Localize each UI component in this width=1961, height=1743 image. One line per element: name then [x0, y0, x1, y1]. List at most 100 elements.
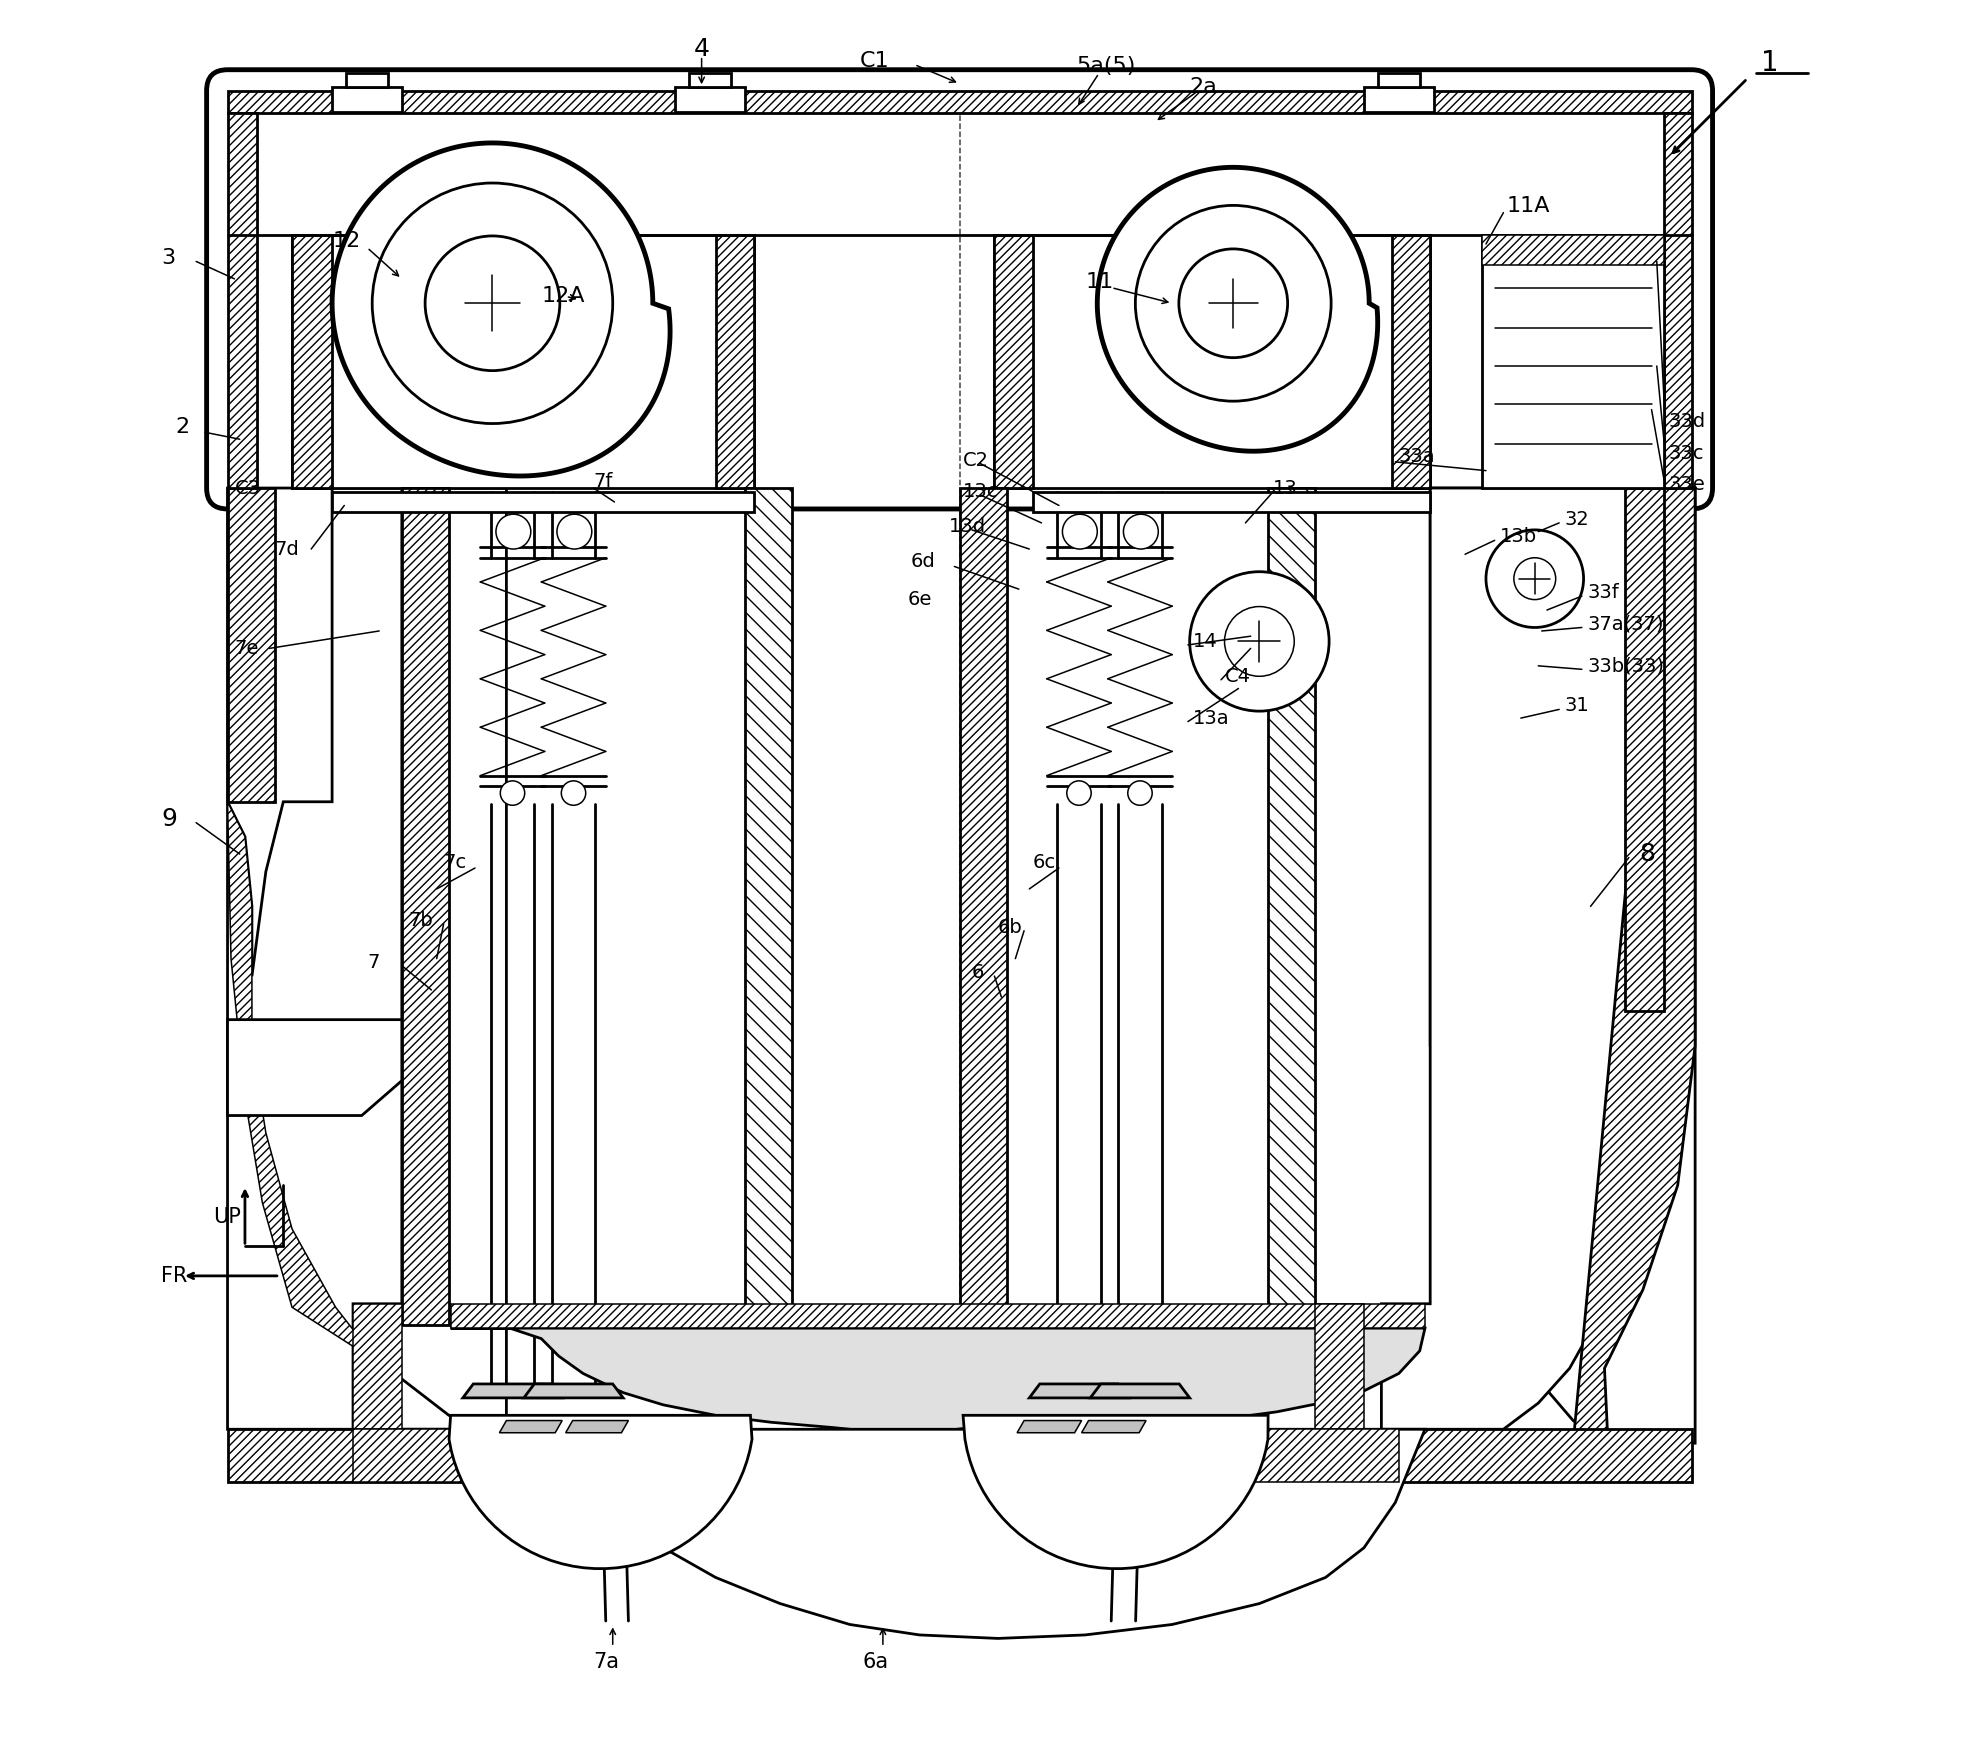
Text: 7d: 7d	[275, 540, 300, 558]
Polygon shape	[963, 1415, 1269, 1569]
Polygon shape	[1483, 235, 1663, 265]
Text: 33d: 33d	[1669, 413, 1706, 431]
Polygon shape	[227, 91, 1692, 113]
Polygon shape	[1430, 488, 1694, 1443]
Text: 7e: 7e	[235, 640, 259, 657]
Text: 13d: 13d	[949, 518, 986, 535]
Polygon shape	[1573, 488, 1694, 1443]
Polygon shape	[500, 1421, 563, 1433]
Text: 13a: 13a	[1192, 709, 1230, 727]
Text: 6e: 6e	[908, 591, 931, 608]
Polygon shape	[1663, 113, 1692, 488]
Polygon shape	[1030, 1384, 1130, 1398]
Circle shape	[426, 235, 559, 371]
Text: 6d: 6d	[910, 553, 935, 570]
Text: C3: C3	[235, 479, 261, 497]
Polygon shape	[227, 488, 275, 802]
Text: C1: C1	[861, 51, 890, 71]
Text: 9: 9	[161, 807, 176, 831]
Circle shape	[496, 514, 531, 549]
Bar	[1365, 87, 1433, 112]
Polygon shape	[1316, 1304, 1365, 1429]
Text: 8: 8	[1639, 842, 1655, 866]
Polygon shape	[1392, 235, 1430, 488]
Polygon shape	[227, 1429, 1692, 1482]
Polygon shape	[1018, 1421, 1082, 1433]
Polygon shape	[227, 1020, 402, 1116]
Bar	[292, 235, 753, 488]
Circle shape	[1067, 781, 1090, 805]
Polygon shape	[449, 1415, 751, 1569]
Bar	[1483, 235, 1663, 488]
Text: 33f: 33f	[1586, 584, 1620, 601]
Polygon shape	[1082, 1421, 1145, 1433]
Text: 3: 3	[161, 248, 175, 268]
Circle shape	[1190, 572, 1330, 711]
Text: 6c: 6c	[1033, 854, 1055, 872]
Circle shape	[561, 781, 586, 805]
Polygon shape	[745, 488, 792, 1325]
Polygon shape	[565, 1421, 628, 1433]
Bar	[994, 235, 1430, 488]
Polygon shape	[451, 1304, 1426, 1328]
Bar	[331, 87, 402, 112]
Text: 11: 11	[1084, 272, 1114, 293]
Circle shape	[1514, 558, 1555, 600]
Circle shape	[1179, 249, 1288, 357]
Text: 32: 32	[1565, 511, 1588, 528]
Circle shape	[1486, 530, 1584, 627]
Polygon shape	[1190, 1429, 1398, 1482]
Text: 11A: 11A	[1506, 195, 1551, 216]
Text: 13: 13	[1273, 479, 1298, 497]
Polygon shape	[1269, 488, 1316, 1325]
Polygon shape	[353, 1304, 402, 1429]
Bar	[345, 73, 388, 87]
Circle shape	[1224, 607, 1294, 676]
Text: 7: 7	[367, 953, 378, 971]
Circle shape	[1124, 514, 1159, 549]
Text: UP: UP	[214, 1206, 241, 1227]
Polygon shape	[353, 1429, 563, 1482]
Polygon shape	[959, 488, 1006, 1325]
Text: C2: C2	[963, 451, 988, 469]
Text: 13b: 13b	[1500, 528, 1537, 546]
Circle shape	[1063, 514, 1098, 549]
Polygon shape	[994, 235, 1033, 488]
Polygon shape	[524, 1384, 624, 1398]
Text: 6: 6	[973, 964, 984, 981]
Polygon shape	[1098, 167, 1379, 451]
Text: 2a: 2a	[1190, 77, 1218, 98]
Text: 13c: 13c	[963, 483, 998, 500]
Circle shape	[557, 514, 592, 549]
Text: 33a: 33a	[1398, 448, 1435, 465]
Text: 2: 2	[175, 417, 190, 437]
Polygon shape	[716, 235, 753, 488]
Polygon shape	[227, 488, 402, 1429]
Circle shape	[1128, 781, 1153, 805]
Text: 33e: 33e	[1669, 476, 1706, 493]
Text: 7a: 7a	[592, 1652, 620, 1672]
Text: C4: C4	[1224, 668, 1251, 685]
Circle shape	[500, 781, 526, 805]
Text: FR: FR	[161, 1265, 188, 1286]
Text: 14: 14	[1192, 633, 1218, 650]
Polygon shape	[227, 488, 506, 1443]
Bar	[675, 87, 745, 112]
Text: 7f: 7f	[594, 472, 614, 490]
Bar	[1379, 73, 1420, 87]
Text: 7c: 7c	[443, 854, 467, 872]
Text: 7b: 7b	[408, 912, 433, 929]
Polygon shape	[1626, 488, 1663, 1011]
Text: 6a: 6a	[863, 1652, 888, 1672]
Text: 31: 31	[1565, 697, 1588, 715]
Polygon shape	[331, 492, 753, 512]
Circle shape	[1135, 206, 1332, 401]
Text: 6b: 6b	[998, 919, 1024, 936]
Polygon shape	[353, 1429, 1426, 1638]
Polygon shape	[227, 488, 378, 1363]
Polygon shape	[1090, 1384, 1190, 1398]
Polygon shape	[451, 1328, 1426, 1433]
Polygon shape	[227, 113, 257, 488]
Polygon shape	[463, 1384, 563, 1398]
Text: 33b(33): 33b(33)	[1586, 657, 1665, 675]
